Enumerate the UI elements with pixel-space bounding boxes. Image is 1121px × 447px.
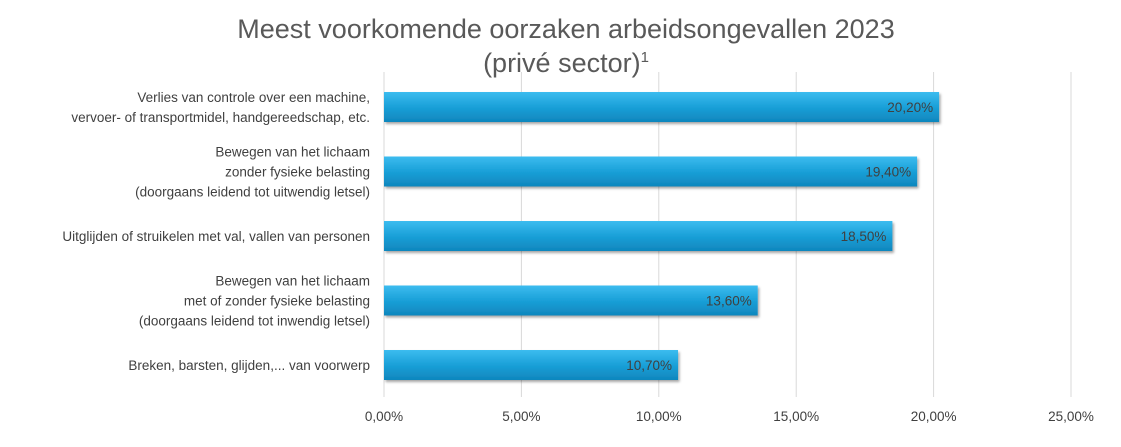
bar-value-label: 13,60% xyxy=(706,294,752,309)
category-labels: Verlies van controle over een machine, ve… xyxy=(62,90,370,373)
x-tick-label: 15,00% xyxy=(773,409,819,424)
x-axis-tick-labels: 0,00% 5,00% 10,00% 15,00% 20,00% 25,00% xyxy=(365,409,1094,424)
bar xyxy=(384,285,758,316)
bar xyxy=(384,350,679,380)
x-tick-label: 5,00% xyxy=(502,409,540,424)
bar-value-label: 10,70% xyxy=(626,358,672,373)
x-tick-label: 0,00% xyxy=(365,409,403,424)
bar xyxy=(384,221,893,251)
x-tick-label: 25,00% xyxy=(1048,409,1094,424)
chart-subtitle: (privé sector)1 xyxy=(0,46,1121,80)
value-labels: 20,20% 19,40% 18,50% 13,60% 10,70% xyxy=(626,100,933,373)
bars xyxy=(384,92,940,380)
x-tick-label: 10,00% xyxy=(636,409,682,424)
chart-title-text: Meest voorkomende oorzaken arbeidsongeva… xyxy=(237,14,895,44)
category-label: Uitglijden of struikelen met val, vallen… xyxy=(62,229,370,244)
category-label: Bewegen van het lichaam zonder fysieke be… xyxy=(135,145,370,200)
bar-value-label: 20,20% xyxy=(887,100,933,115)
bar xyxy=(384,156,918,187)
bar-value-label: 18,50% xyxy=(841,229,887,244)
chart-title: Meest voorkomende oorzaken arbeidsongeva… xyxy=(0,12,1121,80)
category-label: Verlies van controle over een machine, ve… xyxy=(71,90,370,125)
category-label: Breken, barsten, glijden,... van voorwer… xyxy=(128,358,370,373)
x-tick-label: 20,00% xyxy=(911,409,957,424)
bar-value-label: 19,40% xyxy=(865,165,911,180)
bar xyxy=(384,92,940,122)
chart-subtitle-footnote: 1 xyxy=(640,49,649,66)
chart-subtitle-text: (privé sector) xyxy=(483,48,641,78)
category-label: Bewegen van het lichaam met of zonder fys… xyxy=(139,274,370,329)
